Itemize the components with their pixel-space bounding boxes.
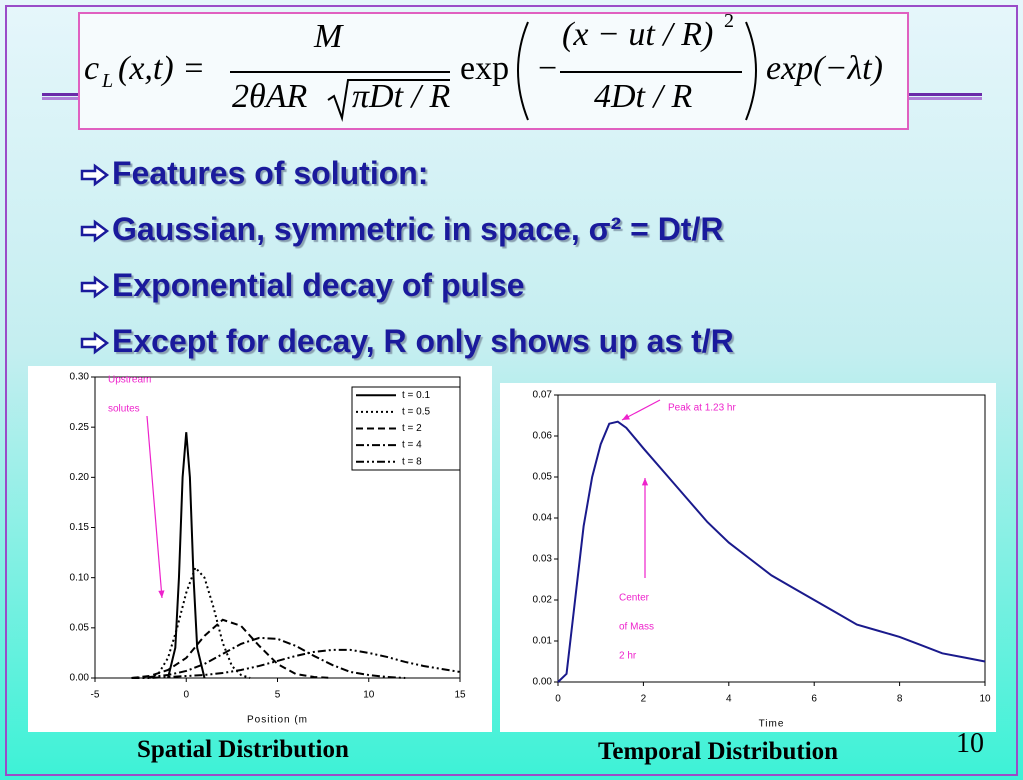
- x-tick-label: 10: [363, 690, 375, 701]
- bullet-text: Features of solution:: [112, 155, 429, 191]
- x-tick-label: -5: [91, 690, 100, 701]
- formula-args: (x,t) =: [118, 50, 206, 87]
- legend-label: t = 4: [402, 440, 422, 451]
- annotation-arrow: [146, 415, 163, 599]
- paren: [745, 21, 757, 121]
- legend-label: t = 2: [402, 423, 422, 434]
- x-tick-label: 6: [811, 694, 817, 705]
- line-series: [131, 618, 333, 679]
- annotation-arrowhead: [641, 478, 649, 486]
- y-tick-label: 0.20: [70, 472, 90, 483]
- chart: 0.00 0.05 0.10 0.15 0.20 0.25 0.30 -5 0 5 10 15 Posi…: [70, 372, 466, 726]
- annotation-arrowhead: [158, 590, 165, 598]
- annotation: 2 hr: [619, 651, 637, 662]
- legend-label: t = 8: [402, 456, 422, 467]
- legend-label: t = 0.1: [402, 390, 431, 401]
- chart-caption: Temporal Distribution: [598, 738, 839, 765]
- x-tick-label: 0: [183, 690, 189, 701]
- x-tick-label: 0: [555, 694, 561, 705]
- line-series: [131, 636, 406, 679]
- formula-numerator: M: [314, 18, 343, 55]
- root-sign: [327, 79, 450, 122]
- y-tick-label: 0.15: [70, 522, 90, 533]
- formula-exp: exp: [460, 50, 510, 87]
- x-tick-label: 4: [726, 694, 732, 705]
- bullet-arrow: [80, 219, 110, 243]
- chart-caption: Spatial Distribution: [137, 736, 349, 763]
- line-series: [167, 432, 206, 679]
- formula-denominator: 2θAR: [232, 78, 308, 115]
- rule: [907, 93, 982, 96]
- y-tick-label: 0.05: [70, 622, 90, 633]
- formula-exp-numerator: (x − ut / R): [562, 16, 714, 53]
- y-tick-label: 0.30: [70, 372, 90, 383]
- bullet-text: Gaussian, symmetric in space, σ² = Dt/R: [112, 211, 724, 247]
- chart-panel: 0.00 0.01 0.02 0.03 0.04 0.05 0.06 0.07 0 2 4 6 8 10 T…: [500, 383, 996, 732]
- bullet-text: Except for decay, R only shows up as t/R: [112, 323, 734, 359]
- y-tick-label: 0.10: [70, 572, 90, 583]
- y-tick-label: 0.00: [533, 677, 553, 688]
- formula-strokes: [230, 21, 757, 122]
- line-series: [557, 420, 986, 683]
- annotation: Upstream: [108, 375, 151, 386]
- chart-panel: 0.00 0.05 0.10 0.15 0.20 0.25 0.30 -5 0 5 10 15 Posi…: [28, 366, 492, 732]
- x-axis-label: Position (m: [247, 715, 308, 726]
- y-tick-label: 0.01: [533, 636, 553, 647]
- y-tick-label: 0.07: [533, 390, 553, 401]
- x-tick-label: 2: [641, 694, 647, 705]
- formula: c L (x,t) = M 2θAR πDt / R exp − (x − ut…: [78, 10, 909, 130]
- y-tick-label: 0.02: [533, 595, 553, 606]
- bullet-text: Exponential decay of pulse: [112, 267, 525, 303]
- formula-neg: −: [538, 50, 558, 87]
- x-tick-label: 5: [275, 690, 281, 701]
- line-series: [149, 565, 251, 679]
- x-tick-label: 15: [454, 690, 466, 701]
- chart: 0.00 0.01 0.02 0.03 0.04 0.05 0.06 0.07 0 2 4 6 8 10 T…: [533, 390, 991, 730]
- y-tick-label: 0.03: [533, 554, 553, 565]
- y-tick-label: 0.06: [533, 431, 553, 442]
- plot-frame: [557, 394, 986, 683]
- y-tick-label: 0.04: [533, 513, 553, 524]
- formula-root: πDt / R: [352, 78, 451, 115]
- annotation: solutes: [108, 404, 140, 415]
- formula-pow: 2: [724, 10, 734, 32]
- page-number: 10: [956, 728, 984, 759]
- annotation: Center: [619, 593, 650, 604]
- annotation: Peak at 1.23 hr: [668, 403, 736, 414]
- paren: [517, 21, 529, 121]
- formula-exp-denominator: 4Dt / R: [594, 78, 693, 115]
- bullet-arrow: [80, 275, 110, 299]
- legend-label: t = 0.5: [402, 407, 431, 418]
- formula-lhs: c: [84, 50, 100, 87]
- bullet-arrow: [80, 163, 110, 187]
- frame: [5, 5, 1018, 776]
- y-tick-label: 0.00: [70, 673, 90, 684]
- formula-exp2: exp(−λt): [766, 50, 883, 87]
- formula-sub: L: [102, 70, 114, 92]
- x-tick-label: 8: [897, 694, 903, 705]
- y-tick-label: 0.05: [533, 472, 553, 483]
- rule: [42, 93, 78, 96]
- annotation-arrowhead: [622, 413, 630, 420]
- annotation: of Mass: [619, 622, 654, 633]
- y-tick-label: 0.25: [70, 422, 90, 433]
- x-axis-label: Time: [759, 719, 785, 730]
- line-series: [131, 648, 461, 679]
- x-tick-label: 10: [979, 694, 991, 705]
- bullet-arrow: [80, 331, 110, 355]
